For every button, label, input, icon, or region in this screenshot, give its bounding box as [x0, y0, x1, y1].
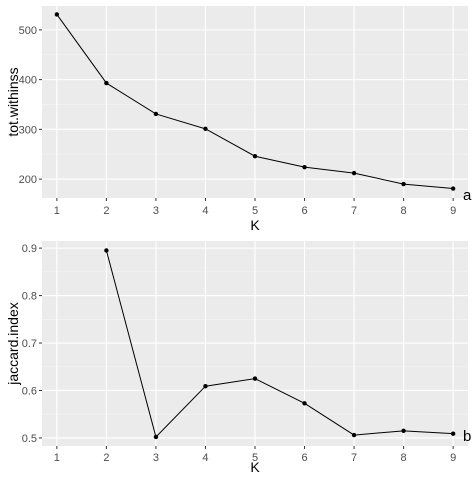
x-tick-label: 3 [153, 452, 159, 464]
x-tick-label: 4 [202, 452, 208, 464]
data-point [351, 432, 357, 438]
data-point [104, 248, 109, 253]
y-tick-label: 0.7 [22, 338, 37, 350]
x-axis-title: K [250, 459, 260, 474]
x-tick-label: 7 [351, 452, 357, 464]
y-axis-title: tot.withinss [5, 67, 21, 136]
data-point [351, 170, 357, 176]
x-tick-label: 6 [301, 205, 307, 217]
y-tick-label: 300 [19, 124, 37, 136]
data-point [104, 80, 109, 86]
x-tick-label: 5 [252, 452, 258, 464]
panel-label: b [463, 428, 471, 445]
x-tick-label: 9 [450, 452, 456, 464]
x-tick-label: 1 [54, 205, 60, 217]
y-tick-label: 0.8 [22, 291, 37, 303]
y-tick-label: 200 [19, 174, 37, 186]
series-line [105, 250, 454, 438]
x-tick-label: 2 [103, 205, 109, 217]
data-point [302, 401, 307, 406]
x-tick-label: 8 [401, 452, 407, 464]
data-point [54, 12, 60, 17]
data-point [153, 434, 159, 440]
x-tick-label: 6 [301, 452, 307, 464]
data-point [450, 186, 456, 191]
x-tick-label: 9 [450, 205, 456, 217]
y-tick-label: 500 [19, 25, 37, 37]
y-tick-label: 400 [19, 75, 37, 87]
y-tick-label: 0.9 [22, 243, 37, 255]
x-tick-label: 4 [202, 205, 208, 217]
x-tick-label: 7 [351, 205, 357, 217]
x-tick-label: 5 [252, 205, 258, 217]
data-point [252, 154, 258, 159]
data-point [203, 126, 208, 132]
data-point [203, 384, 208, 389]
panel-label: a [463, 187, 472, 204]
x-axis-title: K [250, 217, 260, 233]
data-point [153, 111, 159, 117]
data-point [450, 431, 456, 436]
data-point [401, 181, 406, 187]
data-point [252, 376, 258, 381]
data-point [302, 164, 307, 170]
x-tick-label: 2 [103, 452, 109, 464]
x-tick-label: 8 [401, 205, 407, 217]
data-point [401, 428, 406, 434]
x-tick-label: 1 [54, 452, 60, 464]
y-tick-label: 0.5 [22, 433, 37, 445]
x-tick-label: 3 [153, 205, 159, 217]
y-tick-label: 0.6 [22, 385, 37, 397]
y-axis-title: jaccard.index [5, 302, 21, 386]
